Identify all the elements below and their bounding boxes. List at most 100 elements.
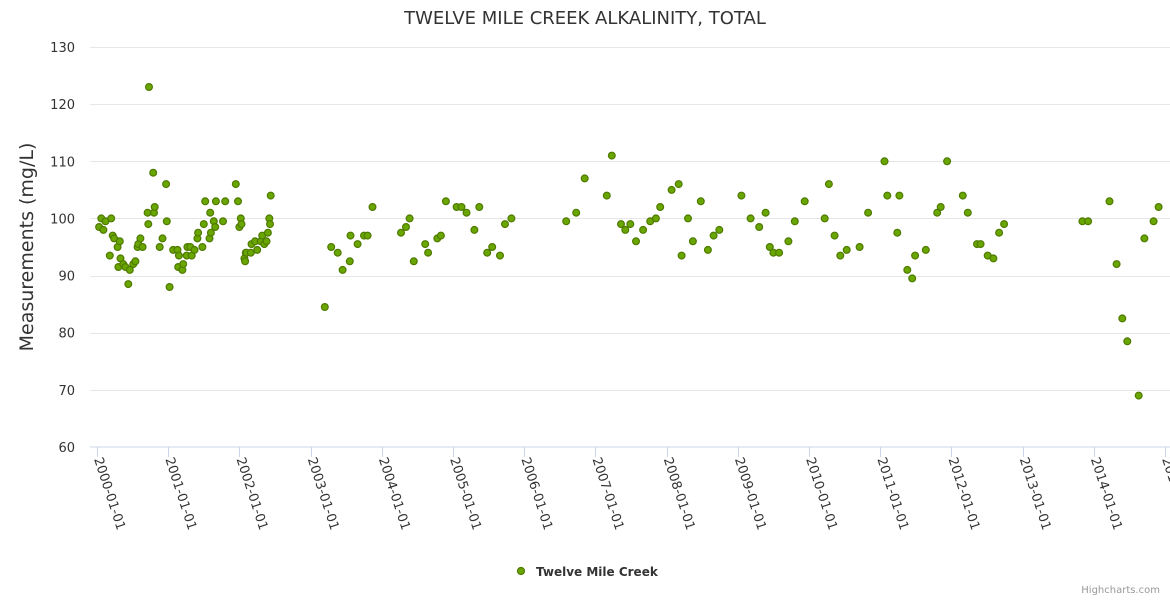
data-point[interactable] [234, 197, 243, 206]
data-point[interactable] [206, 208, 215, 217]
data-point[interactable] [199, 220, 208, 229]
data-point[interactable] [424, 248, 433, 257]
data-point[interactable] [667, 185, 676, 194]
data-point[interactable] [262, 237, 271, 246]
data-point[interactable] [836, 251, 845, 260]
credits-link[interactable]: Highcharts.com [1081, 585, 1160, 596]
data-point[interactable] [162, 217, 171, 226]
data-point[interactable] [800, 197, 809, 206]
data-point[interactable] [107, 214, 116, 223]
data-point[interactable] [99, 225, 108, 234]
data-point[interactable] [1140, 234, 1149, 243]
data-point[interactable] [237, 220, 246, 229]
data-point[interactable] [1149, 217, 1158, 226]
data-point[interactable] [989, 254, 998, 263]
data-point[interactable] [149, 168, 158, 177]
data-point[interactable] [353, 240, 362, 249]
data-point[interactable] [333, 248, 342, 257]
data-point[interactable] [402, 223, 411, 232]
data-point[interactable] [995, 228, 1004, 237]
data-point[interactable] [470, 225, 479, 234]
data-point[interactable] [475, 203, 484, 212]
data-point[interactable] [677, 251, 686, 260]
data-point[interactable] [1112, 260, 1121, 269]
data-point[interactable] [368, 203, 377, 212]
data-point[interactable] [765, 243, 774, 252]
data-point[interactable] [363, 231, 372, 240]
data-point[interactable] [145, 82, 154, 91]
data-point[interactable] [883, 191, 892, 200]
data-point[interactable] [688, 237, 697, 246]
data-point[interactable] [737, 191, 746, 200]
data-point[interactable] [908, 274, 917, 283]
data-point[interactable] [138, 243, 147, 252]
data-point[interactable] [963, 208, 972, 217]
data-point[interactable] [1154, 203, 1163, 212]
data-point[interactable] [405, 214, 414, 223]
data-point[interactable] [842, 245, 851, 254]
data-point[interactable] [179, 260, 188, 269]
data-point[interactable] [136, 234, 145, 243]
data-point[interactable] [165, 283, 174, 292]
data-point[interactable] [1084, 217, 1093, 226]
legend[interactable]: Twelve Mile Creek [516, 565, 659, 579]
data-point[interactable] [1105, 197, 1114, 206]
data-point[interactable] [562, 217, 571, 226]
data-point[interactable] [124, 280, 133, 289]
data-point[interactable] [761, 208, 770, 217]
data-point[interactable] [790, 217, 799, 226]
data-point[interactable] [626, 220, 635, 229]
data-point[interactable] [855, 243, 864, 252]
data-point[interactable] [1000, 220, 1009, 229]
data-point[interactable] [616, 220, 625, 229]
data-point[interactable] [253, 245, 262, 254]
data-point[interactable] [105, 251, 114, 260]
data-point[interactable] [263, 228, 272, 237]
data-point[interactable] [206, 228, 215, 237]
data-point[interactable] [976, 240, 985, 249]
series-points[interactable] [95, 82, 1163, 400]
data-point[interactable] [921, 245, 930, 254]
data-point[interactable] [936, 203, 945, 212]
data-point[interactable] [933, 208, 942, 217]
data-point[interactable] [746, 214, 755, 223]
data-point[interactable] [266, 220, 275, 229]
legend-marker[interactable] [516, 566, 526, 576]
data-point[interactable] [198, 243, 207, 252]
data-point[interactable] [958, 191, 967, 200]
data-point[interactable] [345, 257, 354, 266]
data-point[interactable] [911, 251, 920, 260]
data-point[interactable] [880, 157, 889, 166]
data-point[interactable] [621, 225, 630, 234]
data-point[interactable] [651, 214, 660, 223]
data-point[interactable] [715, 225, 724, 234]
data-point[interactable] [436, 231, 445, 240]
data-point[interactable] [784, 237, 793, 246]
data-point[interactable] [864, 208, 873, 217]
data-point[interactable] [194, 228, 203, 237]
data-point[interactable] [483, 248, 492, 257]
data-point[interactable] [155, 243, 164, 252]
data-point[interactable] [397, 228, 406, 237]
data-point[interactable] [683, 214, 692, 223]
data-point[interactable] [580, 174, 589, 183]
data-point[interactable] [211, 223, 220, 232]
data-point[interactable] [775, 248, 784, 257]
data-point[interactable] [457, 203, 466, 212]
data-point[interactable] [231, 180, 240, 189]
data-point[interactable] [266, 191, 275, 200]
data-point[interactable] [174, 251, 183, 260]
data-point[interactable] [501, 220, 510, 229]
data-point[interactable] [338, 265, 347, 274]
data-point[interactable] [241, 257, 250, 266]
data-point[interactable] [755, 223, 764, 232]
data-point[interactable] [144, 220, 153, 229]
data-point[interactable] [488, 243, 497, 252]
data-point[interactable] [1118, 314, 1127, 323]
data-point[interactable] [602, 191, 611, 200]
data-point[interactable] [709, 231, 718, 240]
data-point[interactable] [903, 265, 912, 274]
data-point[interactable] [639, 225, 648, 234]
data-point[interactable] [631, 237, 640, 246]
data-point[interactable] [441, 197, 450, 206]
